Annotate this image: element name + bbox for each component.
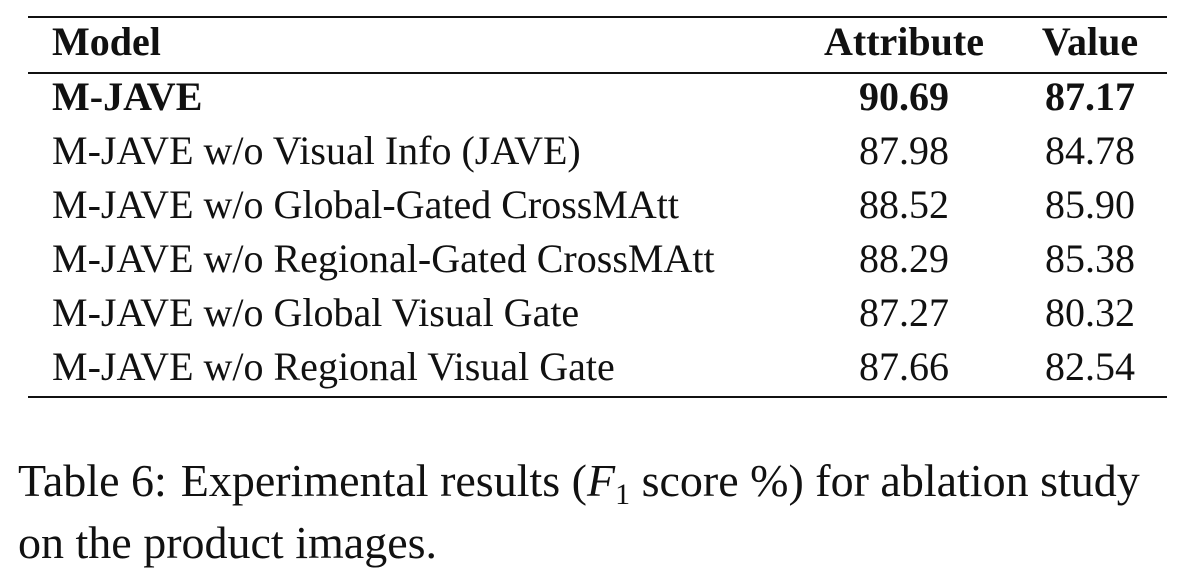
table-row: M-JAVE 90.69 87.17 xyxy=(0,70,1200,124)
table-row: M-JAVE w/o Visual Info (JAVE) 87.98 84.78 xyxy=(0,124,1200,178)
table-row: M-JAVE w/o Regional Visual Gate 87.66 82.5… xyxy=(0,340,1200,394)
table-cell: 84.78 xyxy=(1045,128,1135,173)
table-cell: 80.32 xyxy=(1045,290,1135,335)
table-cell: 90.69 xyxy=(859,74,949,119)
header-row: Model Attribute Value xyxy=(0,15,1200,69)
caption: Table 6: Experimental results (F1 score %… xyxy=(18,450,1188,574)
table-cell: 87.17 xyxy=(1045,74,1135,119)
table-cell: M-JAVE w/o Global-Gated CrossMAtt xyxy=(52,182,680,227)
table-cell: M-JAVE w/o Visual Info (JAVE) xyxy=(52,128,581,173)
table-cell: 88.52 xyxy=(859,182,949,227)
caption-text: Experimental results ( xyxy=(180,455,587,506)
table-cell: 85.90 xyxy=(1045,182,1135,227)
table-cell: M-JAVE xyxy=(52,74,203,119)
header-cell: Model xyxy=(52,19,161,64)
header-cell: Attribute xyxy=(824,19,984,64)
table-cell: M-JAVE w/o Regional-Gated CrossMAtt xyxy=(52,236,715,281)
table-cell: 87.98 xyxy=(859,128,949,173)
table-cell: 87.27 xyxy=(859,290,949,335)
table-row: M-JAVE w/o Regional-Gated CrossMAtt 88.29… xyxy=(0,232,1200,286)
table-cell: M-JAVE w/o Global Visual Gate xyxy=(52,290,580,335)
caption-math: F xyxy=(587,455,616,506)
table-row: M-JAVE w/o Global Visual Gate 87.27 80.32 xyxy=(0,286,1200,340)
bottom-rule xyxy=(28,396,1167,398)
table-cell: 88.29 xyxy=(859,236,949,281)
caption-subscript: 1 xyxy=(615,478,631,511)
table-cell: M-JAVE w/o Regional Visual Gate xyxy=(52,344,615,389)
mid-rule xyxy=(28,72,1167,74)
table-row: M-JAVE w/o Global-Gated CrossMAtt 88.52 85… xyxy=(0,178,1200,232)
table-cell: 82.54 xyxy=(1045,344,1135,389)
table-cell: 85.38 xyxy=(1045,236,1135,281)
table-cell: 87.66 xyxy=(859,344,949,389)
top-rule xyxy=(28,16,1167,18)
caption-label: Table 6: xyxy=(18,455,167,506)
header-cell: Value xyxy=(1041,19,1139,64)
caption-text: score %) for ablation study on the produ… xyxy=(18,455,1140,568)
